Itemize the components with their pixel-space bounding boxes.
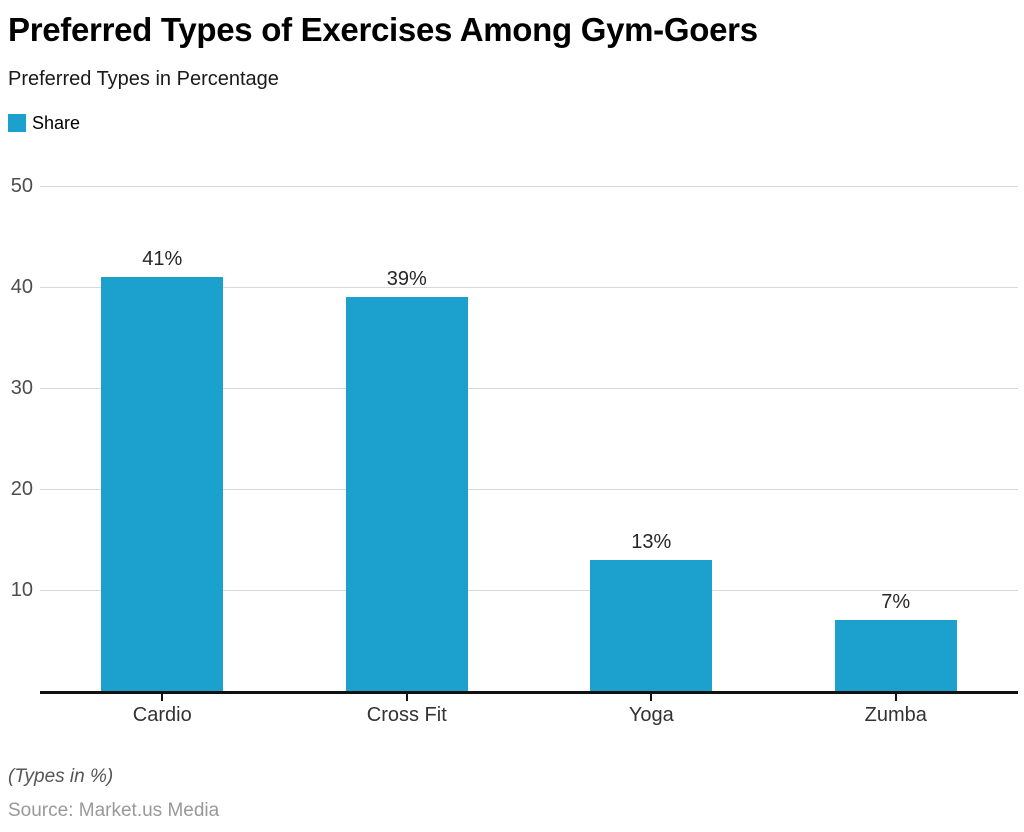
chart-title: Preferred Types of Exercises Among Gym-G…: [8, 11, 758, 48]
x-axis-label: Yoga: [628, 704, 674, 726]
x-axis-tick: [650, 694, 653, 701]
bar: [101, 276, 224, 691]
gridline: [40, 286, 1018, 288]
x-axis-label: Cardio: [132, 704, 192, 726]
gridline: [40, 387, 1018, 389]
bar-value-label: 39%: [386, 268, 427, 291]
y-axis-tick-label: 30: [10, 377, 33, 399]
x-axis-label: Cross Fit: [366, 704, 447, 726]
bar: [345, 297, 468, 691]
x-axis-tick: [405, 694, 408, 701]
gridline: [40, 488, 1018, 490]
bar: [590, 559, 713, 691]
source-text: Source: Market.us Media: [8, 800, 220, 821]
x-axis-line: [40, 691, 1018, 694]
y-axis: 10 20 30 40 50: [0, 176, 33, 691]
bar-value-label: 7%: [881, 591, 911, 614]
gridline: [40, 589, 1018, 591]
y-axis-tick-label: 10: [10, 579, 33, 601]
bar-value-label: 41%: [142, 247, 183, 270]
bar: [834, 620, 957, 691]
x-axis-tick: [894, 694, 897, 701]
gridline: [40, 185, 1018, 187]
chart-subtitle: Preferred Types in Percentage: [8, 68, 279, 90]
legend: Share: [8, 114, 80, 132]
y-axis-tick-label: 20: [10, 478, 33, 500]
y-axis-tick-label: 50: [10, 175, 33, 197]
footer-note: (Types in %): [8, 766, 114, 787]
plot-area: 41% Cardio 39% Cross Fit 13% Yoga 7% Zumba: [40, 185, 1018, 726]
bar-value-label: 13%: [631, 530, 672, 553]
legend-label: Share: [32, 113, 81, 133]
x-axis-tick: [161, 694, 164, 701]
x-axis-label: Zumba: [864, 704, 927, 726]
legend-swatch-icon: [8, 114, 26, 132]
y-axis-tick-label: 40: [10, 276, 33, 298]
